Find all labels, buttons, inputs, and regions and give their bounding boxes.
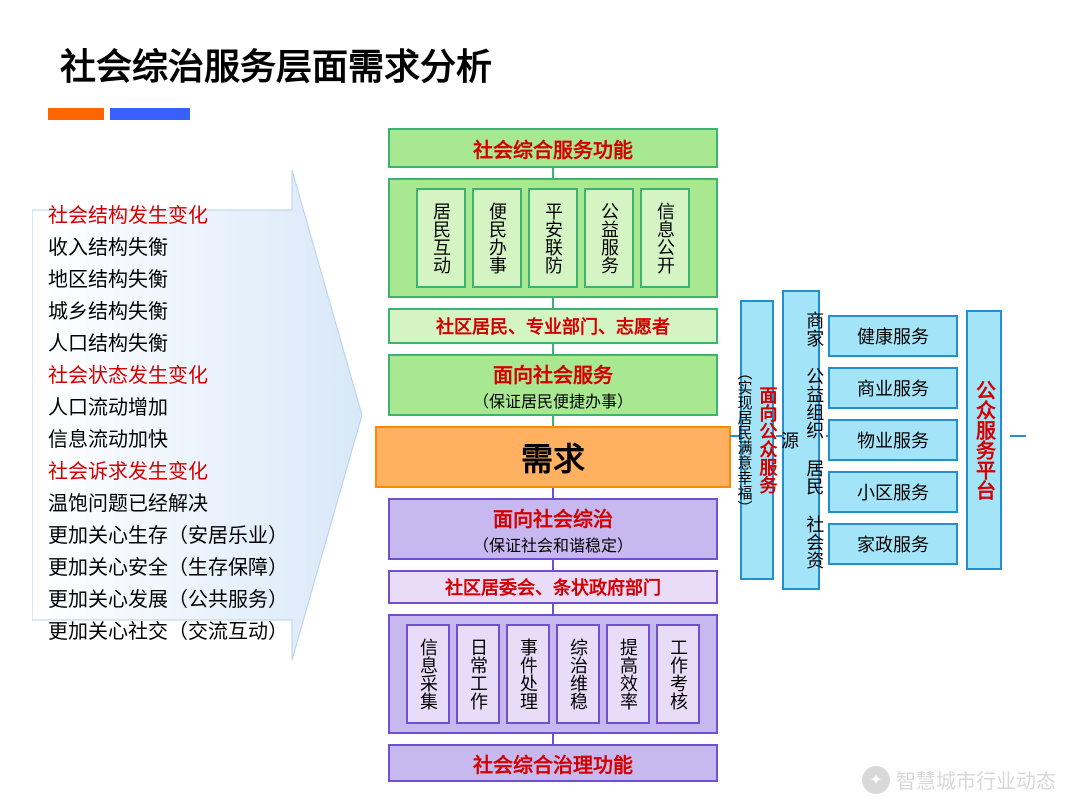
top-header-label: 社会综合服务功能 [473, 134, 633, 163]
left-item: 温饱问题已经解决 [48, 488, 288, 520]
left-item: 人口流动增加 [48, 392, 288, 424]
connector [552, 416, 554, 426]
page-title: 社会综治服务层面需求分析 [60, 38, 492, 90]
participants1-box: 社区居民、专业部门、志愿者 [388, 308, 718, 344]
connector [552, 344, 554, 354]
service-item-box: 物业服务 [828, 419, 958, 461]
bottom-function-box: 信息采集 [406, 624, 450, 724]
service-item-box: 商业服务 [828, 367, 958, 409]
left-text-list: 社会结构发生变化收入结构失衡地区结构失衡城乡结构失衡人口结构失衡社会状态发生变化… [48, 200, 288, 648]
left-item: 更加关心安全（生存保障） [48, 552, 288, 584]
right-col1-sub: （实现居民满意幸福） [734, 365, 755, 515]
core-label: 需求 [521, 434, 585, 480]
accent-bars [48, 108, 190, 120]
top-function-box: 便民办事 [472, 188, 522, 288]
participants2-label: 社区居委会、条状政府部门 [445, 574, 661, 600]
bottom-header-label: 社会综合治理功能 [473, 749, 633, 778]
service-item-box: 小区服务 [828, 471, 958, 513]
service-item-box: 健康服务 [828, 315, 958, 357]
left-item: 更加关心生存（安居乐业） [48, 520, 288, 552]
participants1-label: 社区居民、专业部门、志愿者 [436, 313, 670, 339]
left-item: 收入结构失衡 [48, 232, 288, 264]
left-item: 社会诉求发生变化 [48, 456, 288, 488]
governance-sub: （保证社会和谐稳定） [473, 532, 633, 556]
top-function-box: 公益服务 [584, 188, 634, 288]
bottom-boxes-container: 信息采集日常工作事件处理综治维稳提高效率工作考核 [388, 614, 718, 734]
watermark: ✦ 智慧城市行业动态 [862, 765, 1056, 794]
bottom-function-box: 提高效率 [606, 624, 650, 724]
connector [552, 298, 554, 308]
top-function-box: 信息公开 [640, 188, 690, 288]
center-column: 社会综合服务功能 居民互动便民办事平安联防公益服务信息公开 社区居民、专业部门、… [388, 128, 718, 782]
left-item: 人口结构失衡 [48, 328, 288, 360]
bottom-header-box: 社会综合治理功能 [388, 744, 718, 782]
left-item: 地区结构失衡 [48, 264, 288, 296]
governance-title: 面向社会综治 [493, 503, 613, 532]
left-arrow-panel: 社会结构发生变化收入结构失衡地区结构失衡城乡结构失衡人口结构失衡社会状态发生变化… [32, 170, 362, 660]
left-item: 信息流动加快 [48, 424, 288, 456]
bottom-boxes-row: 信息采集日常工作事件处理综治维稳提高效率工作考核 [406, 624, 700, 724]
core-demand-box: 需求 [375, 426, 731, 488]
connector [552, 488, 554, 498]
top-boxes-row: 居民互动便民办事平安联防公益服务信息公开 [416, 188, 690, 288]
watermark-text: 智慧城市行业动态 [896, 765, 1056, 794]
connector [552, 604, 554, 614]
connector [552, 734, 554, 744]
bottom-function-box: 工作考核 [656, 624, 700, 724]
bottom-function-box: 日常工作 [456, 624, 500, 724]
left-item: 更加关心社交（交流互动） [48, 616, 288, 648]
service-item-box: 家政服务 [828, 523, 958, 565]
accent-orange [48, 108, 104, 120]
accent-blue [110, 108, 190, 120]
left-item: 更加关心发展（公共服务） [48, 584, 288, 616]
connector [552, 168, 554, 178]
left-item: 城乡结构失衡 [48, 296, 288, 328]
platform-label: 公众服务平台 [970, 380, 999, 500]
left-item: 社会状态发生变化 [48, 360, 288, 392]
right-column: 面向公众服务 （实现居民满意幸福） 商家 公益组织 居民 社会资源 健康服务商业… [740, 290, 1070, 590]
bottom-function-box: 综治维稳 [556, 624, 600, 724]
connector [552, 560, 554, 570]
right-services-list: 健康服务商业服务物业服务小区服务家政服务 [828, 315, 958, 565]
right-col2-box: 商家 公益组织 居民 社会资源 [782, 290, 820, 590]
service-title: 面向社会服务 [493, 359, 613, 388]
governance-box: 面向社会综治 （保证社会和谐稳定） [388, 498, 718, 560]
top-header-box: 社会综合服务功能 [388, 128, 718, 168]
wechat-icon: ✦ [862, 766, 890, 794]
participants2-box: 社区居委会、条状政府部门 [388, 570, 718, 604]
top-function-box: 平安联防 [528, 188, 578, 288]
top-function-box: 居民互动 [416, 188, 466, 288]
service-sub: （保证居民便捷办事） [473, 388, 633, 412]
platform-box: 公众服务平台 [966, 310, 1002, 570]
top-boxes-container: 居民互动便民办事平安联防公益服务信息公开 [388, 178, 718, 298]
right-col2-label: 商家 公益组织 居民 社会资源 [776, 306, 826, 574]
bottom-function-box: 事件处理 [506, 624, 550, 724]
service-box: 面向社会服务 （保证居民便捷办事） [388, 354, 718, 416]
right-col1-box: 面向公众服务 （实现居民满意幸福） [740, 300, 774, 580]
left-item: 社会结构发生变化 [48, 200, 288, 232]
